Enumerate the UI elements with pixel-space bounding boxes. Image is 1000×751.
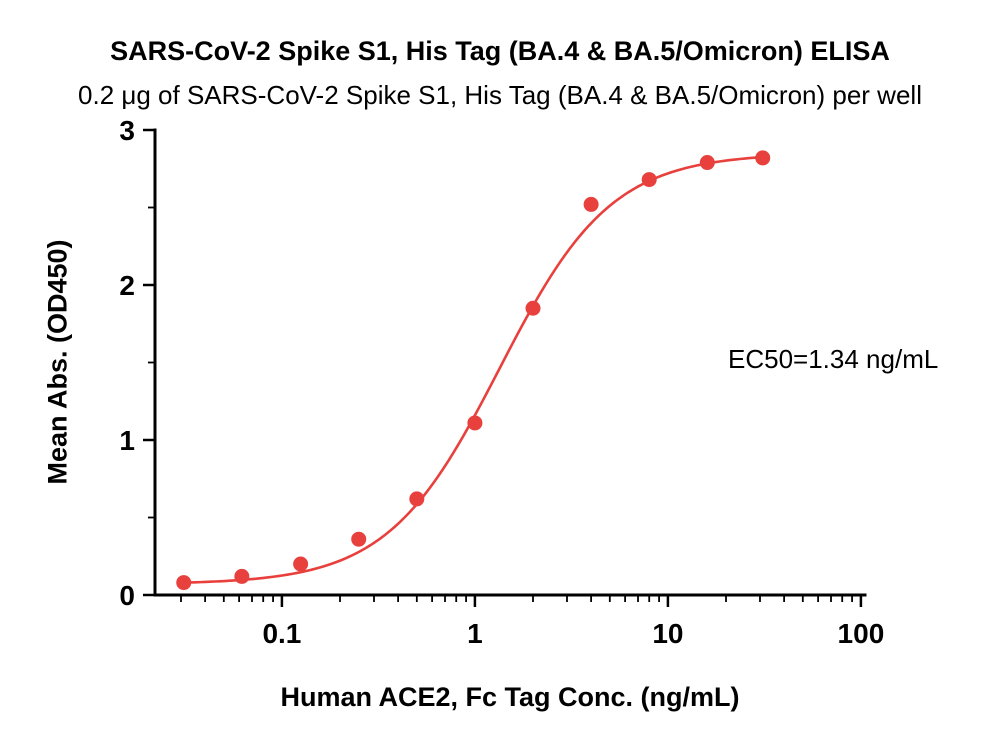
x-tick-label: 0.1 xyxy=(262,618,301,649)
data-point xyxy=(176,575,192,591)
data-point xyxy=(409,491,425,507)
data-point xyxy=(234,568,250,584)
data-point xyxy=(351,531,367,547)
data-point xyxy=(583,196,599,212)
data-point xyxy=(525,300,541,316)
data-points xyxy=(176,150,771,591)
data-point xyxy=(467,415,483,431)
y-tick-label: 2 xyxy=(119,270,135,301)
chart-title: SARS-CoV-2 Spike S1, His Tag (BA.4 & BA.… xyxy=(110,36,890,66)
tick-labels: 0.1 1 10 100 0 1 2 3 xyxy=(119,115,884,649)
x-tick-label: 10 xyxy=(652,618,683,649)
x-tick-label: 100 xyxy=(838,618,885,649)
data-point xyxy=(293,556,309,572)
x-axis-label: Human ACE2, Fc Tag Conc. (ng/mL) xyxy=(280,682,740,712)
ec50-annotation: EC50=1.34 ng/mL xyxy=(728,344,939,374)
y-tick-label: 0 xyxy=(119,580,135,611)
chart-subtitle: 0.2 μg of SARS-CoV-2 Spike S1, His Tag (… xyxy=(78,80,922,110)
y-tick-label: 3 xyxy=(119,115,135,146)
data-point xyxy=(699,155,715,171)
y-axis-label: Mean Abs. (OD450) xyxy=(42,239,73,485)
y-tick-label: 1 xyxy=(119,425,135,456)
data-point xyxy=(641,172,657,188)
x-tick-label: 1 xyxy=(467,618,483,649)
data-point xyxy=(755,150,771,166)
fit-curve xyxy=(180,155,765,585)
tick-marks xyxy=(143,128,863,607)
